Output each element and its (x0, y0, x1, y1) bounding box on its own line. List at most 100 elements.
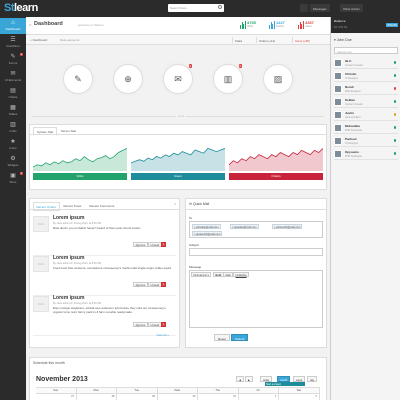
messages-button[interactable]: Messages (310, 4, 330, 12)
chevron-down-icon[interactable]: ▾ (334, 38, 337, 42)
search-icon[interactable] (218, 5, 222, 9)
user-list-item[interactable]: Kellian Content Creator (334, 96, 398, 108)
edit-shortcut-button[interactable]: ✎ (63, 64, 93, 94)
sparkline-area (229, 148, 323, 171)
nav-item-usermenu[interactable]: ☰ UserMenu (0, 35, 26, 51)
tab-recent-comments[interactable]: Recent Comments (89, 203, 115, 208)
user-list-item[interactable]: Justin Java architect (334, 109, 398, 121)
calendar-day-cell[interactable]: 27 (36, 393, 77, 400)
approve-button[interactable]: Approve (133, 322, 148, 327)
delete-button[interactable]: × (161, 322, 166, 327)
next-month-button[interactable]: ▶ (245, 376, 253, 382)
to-field[interactable]: × johndoe@mail.com × janedoe@mail.com × jo… (189, 221, 323, 238)
nav-item-forms[interactable]: ✎ Forms 2 (0, 52, 26, 68)
calendar-event[interactable]: Start a project (265, 382, 305, 386)
mini-chart-label: Users (131, 173, 225, 180)
header-stat-visits[interactable]: 4765 Visits (240, 20, 262, 32)
sparkline (33, 148, 127, 171)
nav-item-ui-elements[interactable]: ✉ UI Elements (0, 69, 26, 85)
tab-recent-posts[interactable]: Recent Posts (63, 203, 82, 208)
nav-item-widgets[interactable]: ⚙ Widgets (0, 154, 26, 170)
prev-month-button[interactable]: ◀ (236, 376, 244, 382)
text-style-select[interactable]: Normal text ▾ (191, 272, 212, 277)
divider-label[interactable]: more (176, 114, 187, 118)
nav-item-dashboard[interactable]: ⌂ Dashboard (0, 18, 26, 34)
page-header: ⌂ Dashboard welcome to Stlearn 4765 Visit… (26, 17, 330, 35)
user-list-item[interactable]: Pachoel UI Designer (334, 135, 398, 147)
post-title[interactable]: Lorem ipsum (53, 255, 85, 261)
update-button[interactable]: UPDATE (385, 23, 398, 27)
header-stat-users[interactable]: 4367 Users (298, 20, 320, 32)
user-search-input[interactable]: Search user (334, 47, 398, 54)
subject-field[interactable] (189, 248, 323, 256)
calendar-day-cell[interactable]: 2 (279, 393, 320, 400)
delete-button[interactable]: × (161, 242, 166, 247)
recipient-tag[interactable]: × johndoe@mail.com (192, 224, 221, 229)
calendar-day-cell[interactable]: 30 (157, 393, 198, 400)
user-list-item[interactable]: Mohamiba PHP Developer (334, 122, 398, 134)
view-week-button[interactable]: week (293, 376, 306, 382)
search-input[interactable]: Search here... (168, 4, 224, 12)
user-menu-button[interactable]: Other Admin (340, 4, 363, 12)
recipient-tag[interactable]: × johnsmith@mail.com (272, 224, 303, 229)
mail-shortcut-button[interactable]: ✉ 4 (163, 64, 193, 94)
user-name: Christin (345, 72, 357, 76)
approve-button[interactable]: Approve (133, 242, 148, 247)
calendar-day-cell[interactable]: 31 (198, 393, 239, 400)
user-list-item[interactable]: Norah Web Designer (334, 83, 398, 95)
submit-button[interactable]: Submit (231, 334, 249, 341)
remove-icon[interactable]: × (194, 225, 197, 229)
calendar-day-cell[interactable]: 29 (117, 393, 158, 400)
users-button[interactable]: Users (+58) (292, 37, 312, 43)
upload-shortcut-button[interactable]: ⊕ (113, 64, 143, 94)
nav-item-tables[interactable]: ▦ Tables (0, 103, 26, 119)
calendar-day-cell[interactable]: 1 (238, 393, 279, 400)
remove-icon[interactable]: × (194, 232, 197, 236)
breadcrumb-home[interactable]: ⌂ Dashboard (30, 38, 48, 42)
tasks-button[interactable]: Tasks (232, 37, 244, 43)
nav-badge: 3 (19, 172, 23, 175)
nav-label: UI Elements (4, 78, 22, 82)
underline-button[interactable]: Underline (233, 272, 250, 277)
remove-icon[interactable]: × (232, 225, 235, 229)
stat-bars (269, 21, 275, 29)
nav-item-charts[interactable]: ▤ Charts (0, 86, 26, 102)
recipient-tag[interactable]: × janesmith@mail.com (192, 231, 223, 236)
nav-label: Grids (9, 129, 17, 133)
tab-system-stat[interactable]: System Stat (33, 127, 58, 136)
delete-button[interactable]: × (161, 282, 166, 287)
view-day-button[interactable]: day (307, 376, 318, 382)
unread-button[interactable]: Unread (148, 242, 162, 247)
nav-item-more[interactable]: ▣ More 3 (0, 171, 26, 187)
image-shortcut-button[interactable]: ▨ (263, 64, 293, 94)
close-icon[interactable]: × (173, 202, 176, 206)
tab-server-stat[interactable]: Server Stat (61, 128, 77, 133)
nav-item-grids[interactable]: ▥ Grids (0, 120, 26, 136)
nav-item-icons[interactable]: ★ Icons (0, 137, 26, 153)
view-month-button[interactable]: month (277, 376, 291, 382)
grid-icon[interactable] (300, 4, 308, 12)
approve-button[interactable]: Approve (133, 282, 148, 287)
user-list-item[interactable]: Ila C. Content Creator (334, 57, 398, 69)
header-stat-orders[interactable]: 1427 Orders (269, 20, 291, 32)
avatar (334, 59, 342, 67)
italic-button[interactable]: Italic (223, 272, 234, 277)
unread-button[interactable]: Unread (148, 282, 162, 287)
calendar-day-cell[interactable]: 28 (76, 393, 117, 400)
user-list-item[interactable]: Opyoumo PHP Developer (334, 148, 398, 160)
nav-icon: ⌂ (11, 20, 15, 26)
barcode-shortcut-button[interactable]: ▥ 2 (213, 64, 243, 94)
post-title[interactable]: Lorem ipsum (53, 215, 85, 221)
tab-recent-orders[interactable]: Recent Orders (33, 202, 60, 211)
user-list-item[interactable]: Christin UI Designer (334, 70, 398, 82)
today-button[interactable]: today (260, 376, 273, 382)
orders-button[interactable]: Orders (+12) (256, 37, 277, 43)
reset-button[interactable]: Reset (214, 334, 230, 341)
message-editor[interactable]: Normal text ▾ Bold Italic Underline (189, 270, 323, 328)
recipient-tag[interactable]: × janedoe@mail.com (230, 224, 259, 229)
view-all-link[interactable]: View all » (156, 333, 169, 337)
unread-button[interactable]: Unread (148, 322, 162, 327)
post-title[interactable]: Lorem ipsum (53, 295, 85, 301)
remove-icon[interactable]: × (274, 225, 277, 229)
logo[interactable]: Stlearn (4, 2, 38, 14)
